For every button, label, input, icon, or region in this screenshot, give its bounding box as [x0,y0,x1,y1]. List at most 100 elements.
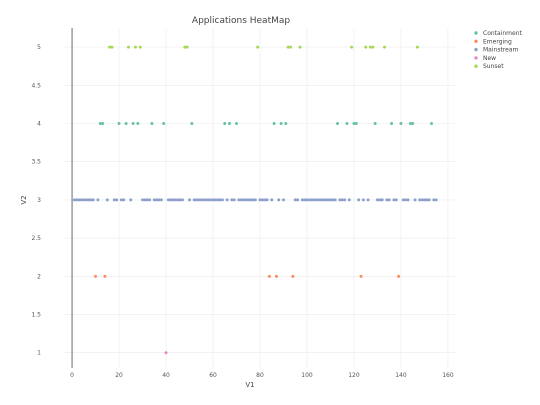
data-point-containment [117,122,121,126]
data-point-mainstream [242,198,246,202]
legend-label-sunset[interactable]: Sunset [483,63,504,70]
data-point-mainstream [427,198,431,202]
x-axis-title: V1 [245,381,254,389]
legend-marker-mainstream[interactable] [474,47,478,52]
data-point-mainstream [380,198,384,202]
data-point-mainstream [319,198,323,202]
x-tick-label: 20 [115,372,123,379]
chart-title: Applications HeatMap [192,16,290,26]
data-point-mainstream [420,198,424,202]
y-tick-label: 1.5 [31,312,41,319]
data-point-mainstream [314,198,318,202]
data-point-containment [124,122,128,126]
data-point-containment [223,122,227,126]
data-point-mainstream [75,198,79,202]
data-point-containment [136,122,140,126]
x-tick-label: 100 [301,372,313,379]
data-point-mainstream [96,198,100,202]
data-point-emerging [359,274,363,278]
data-point-sunset [289,45,293,49]
data-point-sunset [110,45,114,49]
data-point-mainstream [338,198,342,202]
data-point-containment [411,122,415,126]
data-point-mainstream [119,198,123,202]
y-axis-title: V2 [20,195,28,204]
data-point-mainstream [432,198,436,202]
y-tick-label: 4 [37,121,41,128]
data-point-mainstream [199,198,203,202]
data-point-sunset [415,45,419,49]
data-point-mainstream [418,198,422,202]
data-point-mainstream [378,198,382,202]
data-point-mainstream [180,198,184,202]
y-tick-label: 4.5 [31,82,41,89]
data-point-mainstream [72,198,76,202]
data-point-mainstream [159,198,163,202]
data-point-mainstream [220,198,224,202]
data-point-sunset [286,45,290,49]
data-point-containment [272,122,276,126]
data-point-mainstream [331,198,335,202]
data-point-mainstream [230,198,234,202]
data-point-sunset [383,45,387,49]
data-point-containment [98,122,102,126]
data-point-containment [101,122,105,126]
data-point-mainstream [343,198,347,202]
legend-marker-containment[interactable] [474,31,478,35]
legend-label-new[interactable]: New [483,55,496,62]
data-point-containment [150,122,154,126]
data-point-mainstream [206,198,210,202]
data-point-mainstream [401,198,405,202]
data-point-containment [345,122,349,126]
y-tick-label: 2 [37,273,41,280]
data-point-mainstream [392,198,396,202]
data-point-mainstream [328,198,332,202]
data-point-new [164,351,168,355]
data-point-mainstream [258,198,262,202]
data-point-mainstream [141,198,145,202]
legend-marker-emerging[interactable] [474,39,478,43]
data-point-mainstream [89,198,93,202]
data-point-emerging [291,274,295,278]
data-point-mainstream [387,198,391,202]
data-point-containment [162,122,166,126]
data-point-mainstream [425,198,429,202]
data-point-mainstream [145,198,149,202]
x-tick-label: 80 [256,372,264,379]
data-point-mainstream [91,198,95,202]
y-tick-label: 1 [37,350,41,357]
data-point-mainstream [434,198,438,202]
data-point-mainstream [305,198,309,202]
data-point-sunset [185,45,189,49]
legend-label-emerging[interactable]: Emerging [483,38,512,45]
data-point-containment [430,122,434,126]
data-point-mainstream [300,198,304,202]
data-point-mainstream [209,198,213,202]
data-point-mainstream [197,198,201,202]
data-point-mainstream [216,198,220,202]
legend-marker-sunset[interactable] [474,64,478,68]
data-point-sunset [183,45,187,49]
data-point-mainstream [303,198,307,202]
data-point-containment [354,122,358,126]
data-point-mainstream [307,198,311,202]
legend-label-containment[interactable]: Containment [483,30,523,37]
data-point-mainstream [82,198,86,202]
legend-marker-new[interactable] [474,56,478,60]
data-point-mainstream [357,198,361,202]
legend-label-mainstream[interactable]: Mainstream [483,47,519,54]
x-tick-label: 140 [395,372,407,379]
data-point-mainstream [178,198,182,202]
data-point-mainstream [321,198,325,202]
data-point-mainstream [347,198,351,202]
data-point-mainstream [281,198,285,202]
data-point-mainstream [218,198,222,202]
data-point-containment [279,122,283,126]
data-point-emerging [103,274,107,278]
data-point-containment [131,122,135,126]
data-point-mainstream [122,198,126,202]
data-point-mainstream [176,198,180,202]
data-point-mainstream [211,198,215,202]
